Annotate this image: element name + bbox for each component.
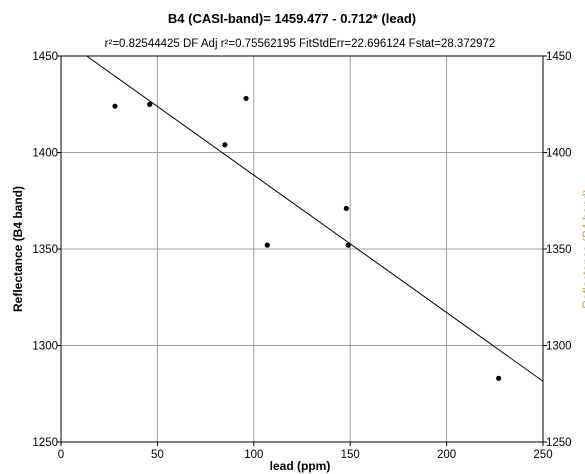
data-point [496, 375, 502, 381]
grid-lines [61, 56, 543, 442]
data-point [243, 95, 249, 102]
fit-line-layer [86, 55, 544, 382]
data-point [345, 242, 351, 248]
x-tick-label: 100 [244, 449, 263, 461]
x-tick-label: 250 [533, 449, 552, 461]
chart-subtitle: r²=0.82544425 DF Adj r²=0.75562195 FitSt… [105, 38, 496, 50]
y-tick-label-left: 1450 [32, 51, 58, 63]
y-tick-label-left: 1400 [32, 148, 58, 160]
x-tick-label: 50 [151, 449, 164, 461]
data-point [343, 205, 349, 212]
y-tick-label-right: 1300 [546, 341, 572, 353]
y-axis-label: Reflectance (B4 band) [11, 186, 25, 312]
x-tick-label: 0 [58, 449, 64, 461]
regression-line [86, 55, 544, 382]
data-points [112, 95, 502, 381]
chart-title: B4 (CASI-band)= 1459.477 - 0.712* (lead) [168, 11, 416, 26]
y-axis-label-right: Reflectance (B4 band) [580, 189, 585, 308]
y-tick-label-right: 1450 [546, 51, 572, 63]
y-tick-label-right: 1250 [546, 437, 572, 449]
data-point [112, 103, 118, 109]
y-tick-label-left: 1250 [32, 437, 58, 449]
x-axis-label: lead (ppm) [270, 459, 331, 473]
x-tick-label: 150 [341, 449, 360, 461]
x-tick-label: 200 [437, 449, 456, 461]
y-tick-label-right: 1400 [546, 148, 572, 160]
data-point [147, 101, 153, 107]
y-tick-label-left: 1350 [32, 244, 58, 256]
y-tick-label-right: 1350 [546, 244, 572, 256]
y-tick-label-left: 1300 [32, 341, 58, 353]
data-point [222, 142, 228, 148]
data-point [264, 242, 270, 248]
